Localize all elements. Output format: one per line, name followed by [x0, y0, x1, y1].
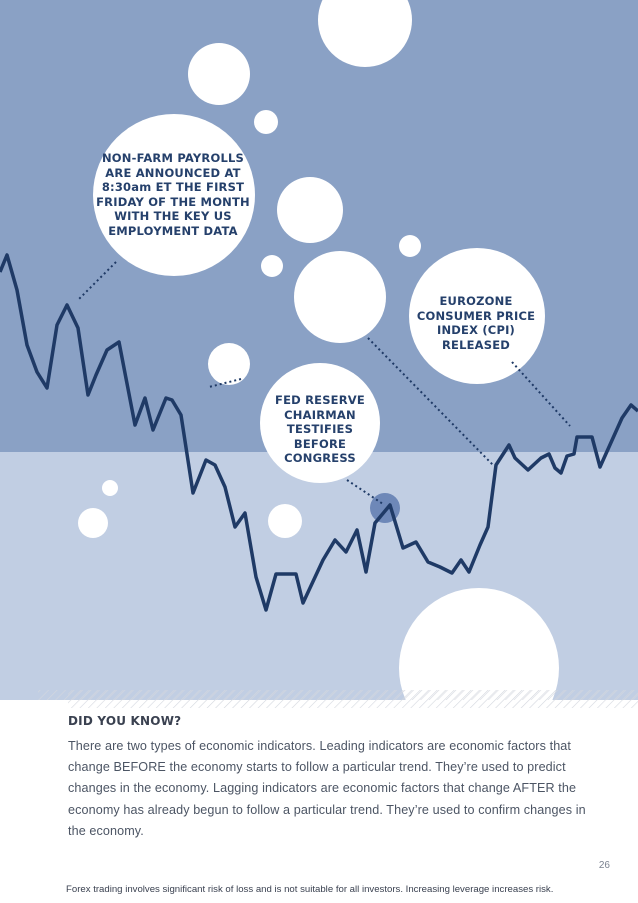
eurozone-callout-bubble — [409, 248, 545, 384]
bubble — [399, 235, 421, 257]
price-line — [0, 253, 638, 612]
fed-leader-line — [208, 378, 242, 388]
fed-reserve-callout: FED RESERVE CHAIRMAN TESTIFIES BEFORE CO… — [275, 393, 365, 465]
did-you-know-body: There are two types of economic indicato… — [68, 739, 586, 838]
risk-disclaimer: Forex trading involves significant risk … — [66, 884, 554, 895]
fed-callout-bubble — [260, 363, 380, 483]
bubble — [294, 251, 386, 343]
did-you-know-title: DID YOU KNOW? — [68, 714, 182, 728]
bubble — [78, 508, 108, 538]
bubble — [188, 43, 250, 105]
bubble — [102, 480, 118, 496]
bubble — [277, 177, 343, 243]
bubble — [261, 255, 283, 277]
market-illustration — [0, 0, 638, 700]
eurozone-leader-line — [511, 361, 571, 427]
did-you-know-hatch — [38, 690, 638, 736]
fed-lower-leader-line — [346, 479, 384, 505]
nonfarm-leader-line — [77, 261, 117, 301]
bubble — [268, 504, 302, 538]
nonfarm-callout-bubble — [93, 114, 255, 276]
nonfarm-payrolls-callout: NON-FARM PAYROLLS ARE ANNOUNCED AT 8:30a… — [96, 151, 250, 238]
eurozone-cpi-callout: EUROZONE CONSUMER PRICE INDEX (CPI) RELE… — [416, 294, 536, 352]
bubble — [254, 110, 278, 134]
page-number: 26 — [598, 860, 610, 871]
bubble — [208, 343, 250, 385]
bubble — [318, 0, 412, 67]
bubble — [399, 588, 559, 700]
